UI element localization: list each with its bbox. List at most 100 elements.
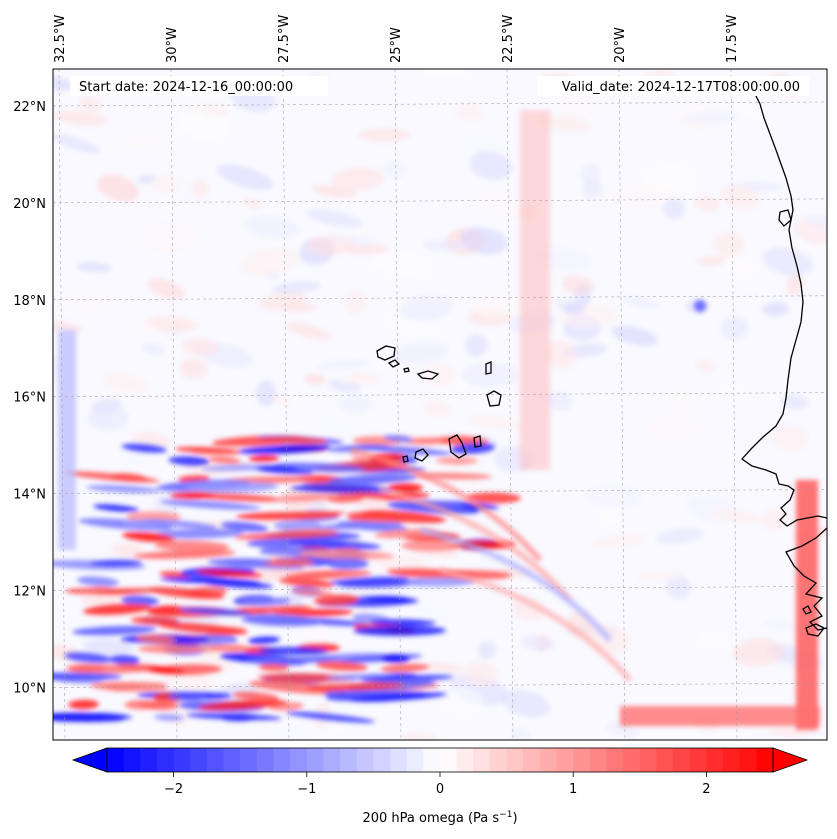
- lon-gridline: [58, 69, 66, 740]
- colorbar-step: [639, 748, 657, 772]
- field-wave: [273, 520, 322, 531]
- field-wave: [208, 456, 241, 464]
- field-blob: [582, 179, 602, 199]
- colorbar-label-end: ): [512, 811, 517, 826]
- field-wave: [157, 622, 248, 635]
- field-wave: [257, 646, 329, 655]
- field-blob: [242, 198, 263, 209]
- field-blob: [656, 528, 704, 544]
- field-blob: [637, 570, 683, 582]
- field-blob: [358, 128, 410, 142]
- lon-tick-label: 25°W: [389, 27, 404, 63]
- field-wave: [68, 699, 99, 710]
- island-santiago: [448, 434, 467, 459]
- field-wave: [196, 569, 262, 578]
- colorbar-tick-label: 1: [569, 782, 577, 797]
- field-blob: [713, 232, 745, 258]
- field-blob: [243, 215, 300, 239]
- field-blob: [463, 661, 499, 687]
- colorbar-ticks: −2 −1 0 1 2: [164, 772, 711, 797]
- colorbar-step: [456, 748, 474, 772]
- colorbar-step: [539, 748, 557, 772]
- colorbar-step: [623, 748, 641, 772]
- field-blob: [345, 244, 391, 255]
- start-date-label: Start date: 2024-12-16_00:00:00: [79, 80, 293, 95]
- colorbar-step: [223, 748, 241, 772]
- field-blob: [467, 415, 523, 430]
- field-blob: [402, 732, 440, 740]
- field-blob: [240, 247, 299, 277]
- field-arcs: [349, 447, 633, 682]
- field-blob: [376, 554, 429, 573]
- lon-tick-label: 27.5°W: [277, 15, 292, 63]
- colorbar-step: [556, 748, 574, 772]
- field-wave: [315, 661, 369, 671]
- field-blob: [301, 624, 330, 649]
- field-wave: [256, 511, 346, 519]
- field-blob: [261, 728, 308, 740]
- field-wave: [246, 656, 341, 664]
- field-blob: [216, 164, 274, 190]
- field-blob: [171, 177, 195, 201]
- field-blob: [329, 721, 347, 733]
- lon-tick-label: 17.5°W: [725, 15, 740, 63]
- field-blob: [76, 262, 112, 272]
- field-blob: [53, 110, 108, 126]
- field-wave-bands: [53, 434, 521, 723]
- field-wave: [121, 595, 159, 606]
- field-wave: [167, 692, 207, 701]
- field-wave: [240, 597, 291, 606]
- field-wave: [142, 519, 217, 529]
- valid-date-label: Valid_date: 2024-12-17T08:00:00.00: [562, 80, 800, 95]
- colorbar-step: [406, 748, 424, 772]
- field-blob: [91, 398, 123, 414]
- colorbar-step: [306, 748, 324, 772]
- field-blob: [111, 542, 145, 558]
- field-wave: [247, 636, 280, 644]
- colorbar-step: [506, 748, 524, 772]
- field-blob: [563, 303, 585, 316]
- field-blob: [623, 297, 662, 308]
- field-blob: [521, 635, 555, 651]
- field-blob: [80, 592, 134, 605]
- field-blob: [312, 185, 358, 198]
- field-wave: [327, 444, 390, 452]
- field-wave: [185, 481, 279, 493]
- field-wave: [122, 531, 175, 543]
- field-blob: [699, 633, 724, 647]
- field-blob: [760, 508, 790, 530]
- field-blob: [421, 363, 457, 386]
- field-wave: [154, 540, 230, 552]
- field-wave: [126, 511, 181, 522]
- field-blob: [710, 508, 763, 524]
- field-blob: [803, 214, 827, 231]
- field-blob: [694, 195, 720, 212]
- field-wave: [299, 550, 395, 560]
- field-blob: [611, 325, 658, 346]
- field-blob: [454, 104, 483, 121]
- field-wave: [135, 635, 176, 644]
- field-blob: [502, 689, 550, 718]
- lon-tick-label: 22.5°W: [501, 15, 516, 63]
- field-arc: [439, 567, 633, 682]
- colorbar-step: [290, 748, 308, 772]
- field-wave: [248, 455, 280, 463]
- field-wave: [137, 645, 203, 654]
- field-wave: [66, 664, 105, 673]
- colorbar-step: [489, 748, 507, 772]
- field-wave: [261, 558, 315, 567]
- lon-gridline: [730, 69, 738, 740]
- field-arc: [419, 527, 613, 642]
- lat-tick-label: 14°N: [13, 488, 46, 503]
- colorbar-step: [323, 748, 341, 772]
- colorbar-label-main: 200 hPa omega (Pa s: [362, 811, 499, 826]
- island-maio: [473, 435, 482, 448]
- field-blob: [665, 575, 691, 599]
- field-blob: [255, 380, 277, 407]
- field-wave: [388, 483, 423, 493]
- field-edge-south: [620, 706, 820, 726]
- field-wave: [466, 492, 521, 504]
- colorbar-step: [523, 748, 541, 772]
- colorbar-step: [173, 748, 191, 772]
- field-wave: [248, 680, 348, 695]
